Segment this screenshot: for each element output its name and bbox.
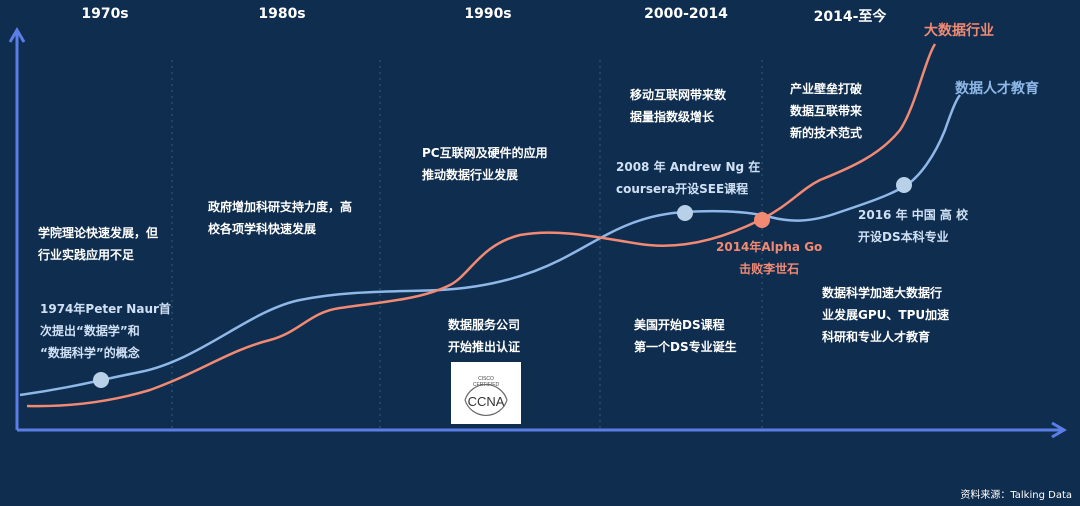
education-point-2008	[677, 205, 693, 221]
annotation-1990s-bottom: 数据服务公司 开始推出认证	[448, 318, 521, 354]
annotation-2016: 2016 年 中国 高 校开设DS本科专业	[858, 208, 969, 244]
source-note: 资料来源：Talking Data	[960, 490, 1072, 501]
y-axis-arrow	[8, 27, 26, 43]
annotation-2000s-top: 移动互联网带来数 据量指数级增长	[630, 88, 727, 124]
annotation-1974: 1974年Peter Naur首 次提出“数据学”和 “数据科学”的概念	[40, 302, 171, 360]
education-point-2016	[896, 177, 912, 193]
period-label: 2000-2014	[644, 6, 728, 22]
annotation-alphago: 2014年Alpha Go 击败李世石	[716, 240, 823, 276]
period-label: 2014-至今	[813, 9, 887, 25]
period-label: 1980s	[258, 6, 306, 22]
annotation-2014-bottom: 数据科学加速大数据行 业发展GPU、TPU加速 科研和专业人才教育	[822, 286, 950, 344]
annotation-2008: 2008 年 Andrew Ng 在 coursera开设SEE课程	[616, 160, 761, 196]
industry-point-2014	[754, 212, 770, 228]
cisco-ccna-logo: CISCO CERTIFIED CCNA	[451, 362, 521, 424]
period-label: 1970s	[81, 6, 129, 22]
period-label: 1990s	[464, 6, 512, 22]
annotation-1980s: 政府增加科研支持力度，高 校各项学科快速发展	[208, 200, 353, 236]
annotation-2000s-bottom: 美国开始DS课程 第一个DS专业诞生	[634, 318, 737, 354]
education-point-1974	[93, 372, 109, 388]
annotation-1970s-top: 学院理论快速发展，但 行业实践应用不足	[38, 226, 159, 262]
industry-series-label: 大数据行业	[924, 23, 994, 39]
svg-text:CCNA: CCNA	[468, 394, 505, 409]
annotation-2014-top: 产业壁垒打破 数据互联带来 新的技术范式	[790, 82, 863, 140]
annotation-1990s-top: PC互联网及硬件的应用 推动数据行业发展	[422, 146, 548, 182]
svg-text:CISCO: CISCO	[478, 376, 494, 382]
x-axis-arrow	[1051, 421, 1067, 439]
industry-curve	[26, 43, 937, 408]
education-series-label: 数据人才教育	[955, 81, 1039, 97]
